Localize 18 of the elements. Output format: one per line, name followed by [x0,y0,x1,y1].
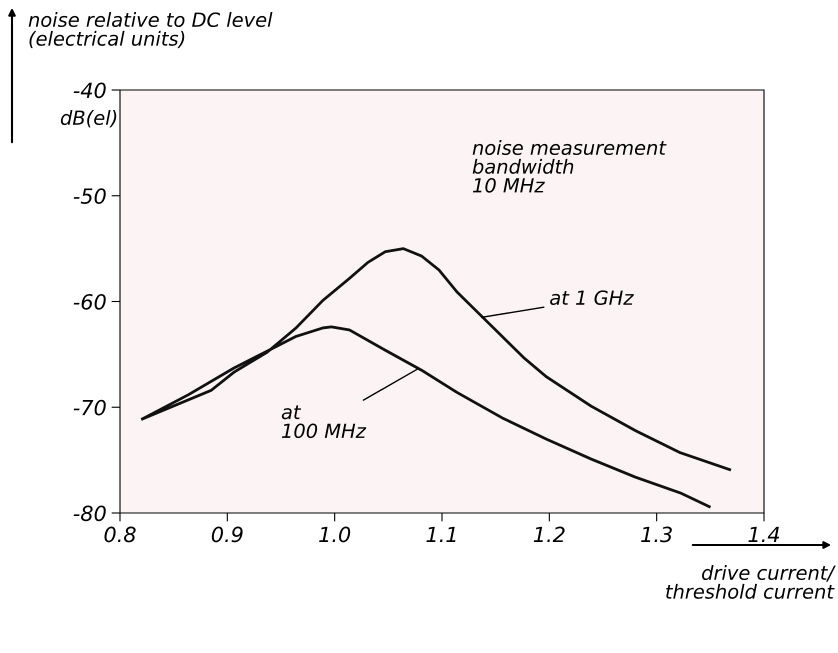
y-tick-label: -80 [74,505,106,522]
y-tick-label: -60 [74,294,106,310]
y-axis-title: noise relative to DC level (electrical units) [28,12,272,48]
annotation: at 1 GHz [550,290,634,306]
x-tick-label: 1.3 [641,526,672,542]
y-tick-label: -40 [74,82,106,98]
y-tick-label: -50 [74,188,106,204]
x-tick-label: 1.2 [534,526,565,542]
x-tick-label: 0.9 [212,526,243,542]
y-tick-label: -70 [74,400,106,416]
annotation: at 100 MHz [282,405,366,438]
x-tick-label: 1.1 [426,526,456,542]
annotation: noise measurement bandwidth 10 MHz [472,140,667,193]
x-tick-label: 1.0 [319,526,350,542]
x-tick-label: 0.8 [104,526,136,542]
text: dB(el) [60,110,116,128]
x-axis-title: drive current/ threshold current [666,565,836,599]
x-tick-label: 1.4 [748,526,780,542]
